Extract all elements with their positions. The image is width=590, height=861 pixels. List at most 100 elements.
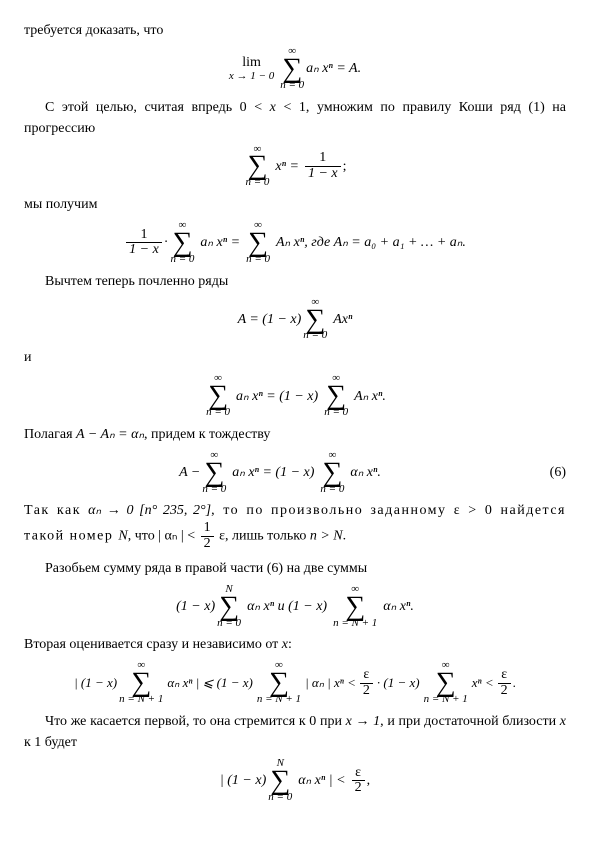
- eq-c: ,: [367, 770, 371, 791]
- sigma: ∑: [270, 769, 290, 793]
- text: x: [262, 100, 283, 115]
- equation-6: A − ∞ ∑ n = 0 aₙ xⁿ = (1 − x) ∞ ∑ n = 0 …: [24, 451, 566, 495]
- text: x → 1: [346, 714, 381, 729]
- sum-below: n = 0: [268, 793, 292, 803]
- sum-below: n = 0: [202, 485, 226, 495]
- eq-e: xⁿ <: [472, 673, 494, 693]
- frac-den: 2: [360, 684, 373, 699]
- equation-10: | (1 − x) N ∑ n = 0 αₙ xⁿ | < ε 2 ,: [24, 759, 566, 803]
- eq-b: αₙ xⁿ | <: [298, 770, 345, 791]
- eq-right: Aₙ xⁿ, где Aₙ = a₀ + a₁ + … + aₙ.: [276, 232, 466, 253]
- eq-body: aₙ xⁿ = A.: [306, 58, 361, 79]
- eq-mid: aₙ xⁿ = (1 − x): [232, 462, 314, 483]
- sum-below: n = 0: [246, 255, 270, 265]
- sigma: ∑: [204, 461, 224, 485]
- frac-den: 2: [352, 781, 365, 796]
- text-line: Разобьем сумму ряда в правой части (6) н…: [24, 558, 566, 579]
- eq-body: Axⁿ: [333, 309, 352, 330]
- text: .: [343, 529, 347, 544]
- equation-1: lim x → 1 − 0 ∞ ∑ n = 0 aₙ xⁿ = A.: [24, 47, 566, 91]
- sigma: ∑: [208, 384, 228, 408]
- sum-below: n = 0: [303, 331, 327, 341]
- text: x: [560, 714, 566, 729]
- eq-left: aₙ xⁿ =: [200, 232, 240, 253]
- equation-8: (1 − x) N ∑ n = 0 αₙ xⁿ и (1 − x) ∞ ∑ n …: [24, 585, 566, 629]
- sigma: ∑: [269, 671, 289, 695]
- sum-below: n = 0: [320, 485, 344, 495]
- frac-num: 1: [316, 151, 329, 166]
- sum-below: n = 0: [170, 255, 194, 265]
- text: A − Aₙ = αₙ: [76, 427, 144, 442]
- sigma: ∑: [282, 57, 302, 81]
- sum-below: n = N + 1: [119, 695, 163, 705]
- text: , и при достаточной близости: [380, 714, 560, 729]
- eq-a: | (1 − x): [74, 673, 117, 693]
- text-line: Вторая оценивается сразу и независимо от…: [24, 634, 566, 655]
- sigma: ∑: [305, 308, 325, 332]
- frac-num: ε: [360, 668, 372, 683]
- sigma: ∑: [248, 231, 268, 255]
- text-line: Так как αₙ → 0 [n° 235, 2°], то по произ…: [24, 500, 566, 551]
- frac-den: 2: [498, 684, 511, 699]
- eq-left: (1 − x): [176, 596, 215, 617]
- text-line: требуется доказать, что: [24, 20, 566, 41]
- sum-below: n = 0: [206, 408, 230, 418]
- text: С этой целью, считая впредь 0 <: [45, 100, 262, 115]
- eq-f: .: [513, 673, 516, 693]
- text-line: Вычтем теперь почленно ряды: [24, 271, 566, 292]
- text: n > N: [310, 529, 343, 544]
- text-line: Что же касается первой, то она стремится…: [24, 711, 566, 753]
- eq-mid: αₙ xⁿ и (1 − x): [247, 596, 327, 617]
- text: :: [288, 637, 292, 652]
- equation-3: 1 1 − x · ∞ ∑ n = 0 aₙ xⁿ = ∞ ∑ n = 0 Aₙ…: [24, 221, 566, 265]
- eq-pre: A = (1 − x): [238, 309, 302, 330]
- sum-below: n = N + 1: [333, 619, 377, 629]
- eq-left: aₙ xⁿ = (1 − x): [236, 386, 318, 407]
- eq-b: αₙ xⁿ | ⩽ (1 − x): [167, 673, 253, 693]
- eq-d: · (1 − x): [377, 673, 420, 693]
- eq-c: | αₙ | xⁿ <: [305, 673, 356, 693]
- eq-right: αₙ xⁿ.: [350, 462, 381, 483]
- sigma: ∑: [131, 671, 151, 695]
- sigma: ∑: [322, 461, 342, 485]
- lim-sub: x → 1 − 0: [229, 70, 274, 82]
- text: Так как: [24, 503, 88, 518]
- frac-den: 1 − x: [305, 167, 341, 182]
- eq-left: xⁿ =: [275, 156, 299, 177]
- text: , придем к тождеству: [144, 427, 270, 442]
- eq-right: αₙ xⁿ.: [383, 596, 414, 617]
- sigma: ∑: [345, 595, 365, 619]
- sigma: ∑: [247, 154, 267, 178]
- frac-num: 1: [137, 228, 150, 243]
- eq-a: | (1 − x): [220, 770, 266, 791]
- dot: ·: [164, 232, 169, 253]
- sum-below: n = 0: [280, 81, 304, 91]
- sigma: ∑: [219, 595, 239, 619]
- sum-below: n = N + 1: [424, 695, 468, 705]
- eq-pre: A −: [179, 462, 200, 483]
- equation-4: A = (1 − x) ∞ ∑ n = 0 Axⁿ: [24, 298, 566, 342]
- sum-below: n = 0: [324, 408, 348, 418]
- sigma: ∑: [436, 671, 456, 695]
- sigma: ∑: [326, 384, 346, 408]
- sigma: ∑: [172, 231, 192, 255]
- text: Что же касается первой, то она стремится…: [45, 714, 346, 729]
- text-line: Полагая A − Aₙ = αₙ, придем к тождеству: [24, 424, 566, 445]
- equation-5: ∞ ∑ n = 0 aₙ xⁿ = (1 − x) ∞ ∑ n = 0 Aₙ x…: [24, 374, 566, 418]
- text: , что | αₙ | <: [128, 529, 199, 544]
- equation-2: ∞ ∑ n = 0 xⁿ = 1 1 − x ;: [24, 145, 566, 189]
- lim-label: lim: [242, 55, 261, 70]
- eq-right: Aₙ xⁿ.: [354, 386, 386, 407]
- frac-num: ε: [352, 766, 364, 781]
- text: Полагая: [24, 427, 76, 442]
- text-line: С этой целью, считая впредь 0 < x < 1, у…: [24, 97, 566, 139]
- frac-den: 1 − x: [126, 243, 162, 258]
- text: Вторая оценивается сразу и независимо от: [24, 637, 282, 652]
- equation-number: (6): [536, 462, 566, 483]
- text: ε, лишь только: [216, 529, 310, 544]
- text: αₙ → 0 [n° 235, 2°]: [88, 503, 211, 518]
- text: N: [118, 529, 127, 544]
- sum-below: n = N + 1: [257, 695, 301, 705]
- text-line: мы получим: [24, 194, 566, 215]
- frac-num: ε: [498, 668, 510, 683]
